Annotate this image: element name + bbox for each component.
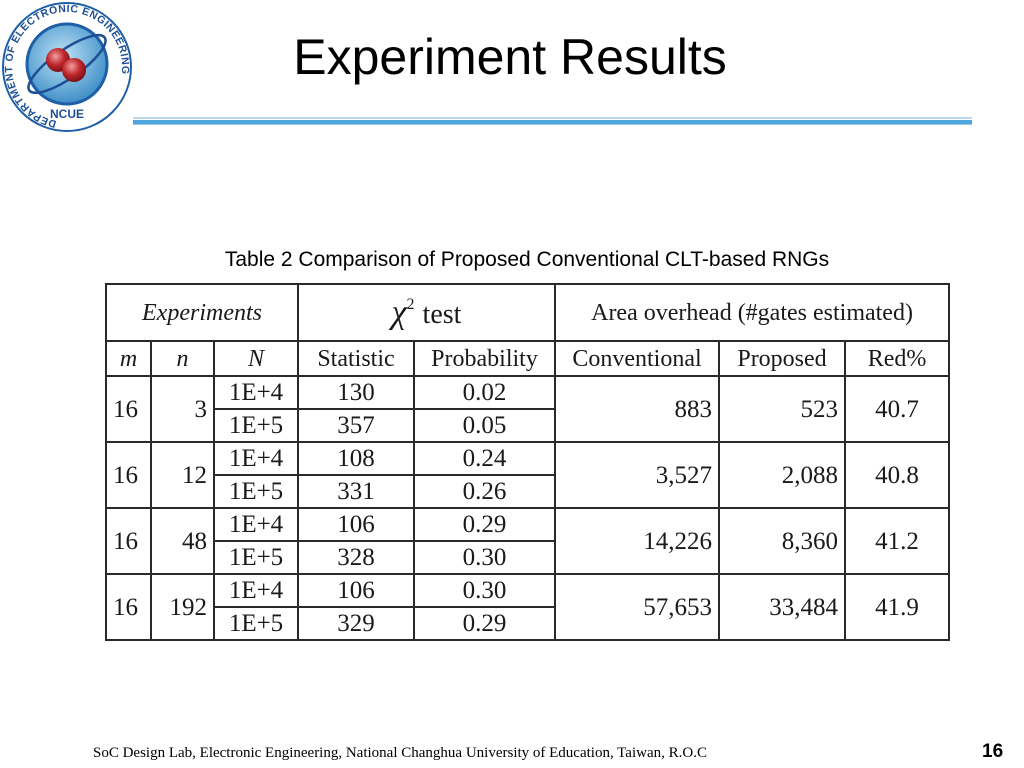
cell-conventional: 3,527 xyxy=(554,441,721,509)
cell-proposed: 2,088 xyxy=(718,441,847,509)
cell-red: 40.7 xyxy=(844,375,951,443)
cell-m: 16 xyxy=(105,573,152,641)
table-row: 16 12 1E+4 108 0.24 3,527 2,088 40.8 xyxy=(105,441,951,509)
col-header-N: N xyxy=(213,340,299,377)
table-row: 16 48 1E+4 106 0.29 14,226 8,360 41.2 xyxy=(105,507,951,575)
cell-N: 1E+5 xyxy=(213,408,299,443)
cell-proposed: 33,484 xyxy=(718,573,847,641)
cell-N: 1E+5 xyxy=(213,474,299,509)
cell-probability: 0.29 xyxy=(412,606,557,641)
table-caption: Table 2 Comparison of Proposed Conventio… xyxy=(224,248,830,271)
col-header-n: n xyxy=(150,340,215,377)
cell-statistic: 106 xyxy=(297,573,415,608)
col-header-statistic: Statistic xyxy=(297,340,415,377)
cell-proposed: 8,360 xyxy=(718,507,847,575)
cell-m: 16 xyxy=(105,441,152,509)
col-header-red: Red% xyxy=(844,340,951,377)
cell-statistic: 106 xyxy=(297,507,415,542)
table-row: 16 192 1E+4 106 0.30 57,653 33,484 41.9 xyxy=(105,573,951,641)
logo-name: NCUE xyxy=(50,107,84,121)
col-header-m: m xyxy=(105,340,152,377)
cell-probability: 0.29 xyxy=(412,507,557,542)
col-header-proposed: Proposed xyxy=(718,340,847,377)
cell-probability: 0.05 xyxy=(412,408,557,443)
cell-conventional: 14,226 xyxy=(554,507,721,575)
cell-conventional: 57,653 xyxy=(554,573,721,641)
cell-statistic: 130 xyxy=(297,375,415,410)
cell-probability: 0.24 xyxy=(412,441,557,476)
cell-N: 1E+4 xyxy=(213,507,299,542)
header-experiments: Experiments xyxy=(105,283,299,342)
page-title: Experiment Results xyxy=(293,29,727,85)
cell-statistic: 329 xyxy=(297,606,415,641)
cell-probability: 0.30 xyxy=(412,573,557,608)
cell-conventional: 883 xyxy=(554,375,721,443)
chi-test-label: test xyxy=(422,298,462,330)
table-row: 16 3 1E+4 130 0.02 883 523 40.7 xyxy=(105,375,951,443)
cell-red: 41.9 xyxy=(844,573,951,641)
cell-N: 1E+4 xyxy=(213,441,299,476)
cell-n: 192 xyxy=(150,573,215,641)
cell-N: 1E+5 xyxy=(213,540,299,575)
header-area-overhead: Area overhead (#gates estimated) xyxy=(554,283,951,342)
table-row: 1E+5 357 0.05 xyxy=(106,408,949,443)
cell-proposed: 523 xyxy=(718,375,847,443)
cell-n: 12 xyxy=(150,441,215,509)
chi-symbol: χ2 xyxy=(391,293,415,331)
cell-N: 1E+4 xyxy=(213,375,299,410)
cell-N: 1E+4 xyxy=(213,573,299,608)
cell-probability: 0.26 xyxy=(412,474,557,509)
cell-red: 41.2 xyxy=(844,507,951,575)
ncue-logo: DEPARTMENT OF ELECTRONIC ENGINEERING NCU… xyxy=(2,2,132,132)
cell-n: 48 xyxy=(150,507,215,575)
cell-n: 3 xyxy=(150,375,215,443)
col-header-probability: Probability xyxy=(412,340,557,377)
cell-statistic: 108 xyxy=(297,441,415,476)
cell-statistic: 328 xyxy=(297,540,415,575)
page-number: 16 xyxy=(982,741,1004,762)
table-row: 1E+5 331 0.26 xyxy=(106,474,949,509)
cell-probability: 0.30 xyxy=(412,540,557,575)
results-table: Experiments χ2 test Area overhead (#gates… xyxy=(105,283,951,641)
cell-statistic: 357 xyxy=(297,408,415,443)
header-chi-test: χ2 test xyxy=(296,283,557,342)
cell-N: 1E+5 xyxy=(213,606,299,641)
title-rule xyxy=(133,117,972,126)
table-row: 1E+5 329 0.29 xyxy=(106,606,949,641)
cell-probability: 0.02 xyxy=(412,375,557,410)
cell-m: 16 xyxy=(105,507,152,575)
table-row: 1E+5 328 0.30 xyxy=(106,540,949,575)
footer-text: SoC Design Lab, Electronic Engineering, … xyxy=(93,745,707,761)
col-header-conventional: Conventional xyxy=(554,340,721,377)
cell-statistic: 331 xyxy=(297,474,415,509)
cell-m: 16 xyxy=(105,375,152,443)
cell-red: 40.8 xyxy=(844,441,951,509)
